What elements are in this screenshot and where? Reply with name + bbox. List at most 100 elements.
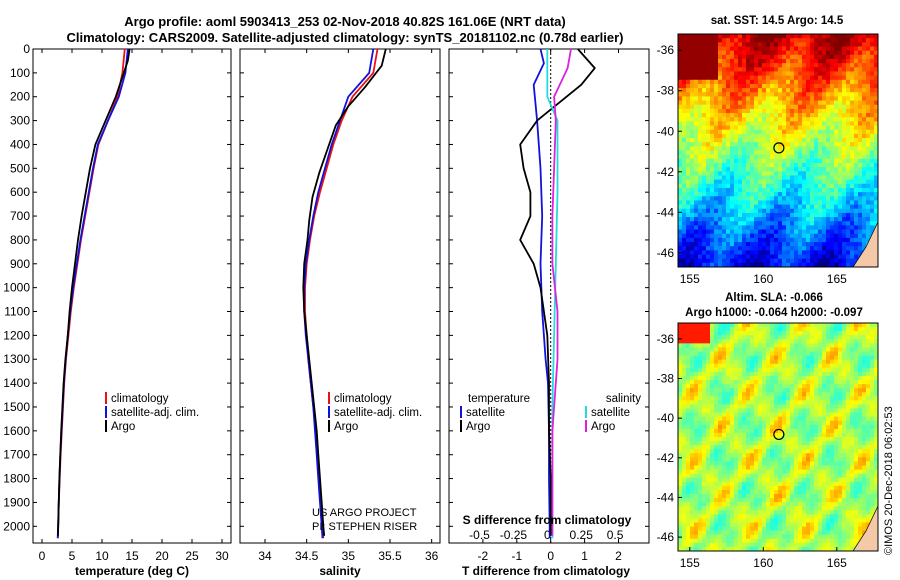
map-cell bbox=[774, 339, 779, 344]
map-cell bbox=[834, 138, 839, 143]
map-cell bbox=[762, 217, 767, 222]
map-cell bbox=[742, 100, 747, 106]
map-cell bbox=[862, 88, 867, 93]
map-cell bbox=[726, 473, 731, 479]
map-cell bbox=[734, 183, 739, 189]
map-cell bbox=[838, 79, 843, 85]
map-cell bbox=[730, 200, 735, 205]
map-cell bbox=[754, 384, 759, 389]
map-cell bbox=[758, 250, 763, 255]
map-cell bbox=[686, 229, 691, 235]
map-cell bbox=[726, 38, 731, 43]
map-cell bbox=[758, 154, 763, 160]
map-cell bbox=[758, 254, 763, 260]
map-cell bbox=[770, 445, 775, 450]
map-cell bbox=[798, 465, 803, 470]
x-tick-label: -2 bbox=[478, 549, 489, 563]
map-cell bbox=[690, 158, 695, 164]
map-cell bbox=[738, 34, 743, 39]
map-cell bbox=[774, 445, 779, 450]
map-cell bbox=[746, 208, 751, 214]
map-cell bbox=[834, 46, 839, 52]
map-cell bbox=[706, 254, 711, 260]
map-cell bbox=[858, 469, 863, 475]
map-cell bbox=[790, 125, 795, 131]
map-cell bbox=[698, 96, 703, 101]
map-cell bbox=[682, 54, 687, 60]
map-cell bbox=[762, 58, 767, 64]
map-cell bbox=[678, 83, 683, 89]
map-cell bbox=[710, 92, 715, 97]
map-cell bbox=[742, 258, 747, 264]
map-cell bbox=[846, 129, 851, 135]
map-cell bbox=[734, 67, 739, 72]
map-cell bbox=[774, 473, 779, 479]
map-cell bbox=[858, 42, 863, 47]
map-cell bbox=[838, 217, 843, 222]
map-cell bbox=[794, 363, 799, 369]
map-cell bbox=[826, 129, 831, 135]
map-cell bbox=[722, 416, 727, 422]
map-cell bbox=[846, 88, 851, 93]
map-cell bbox=[738, 323, 743, 328]
map-cell bbox=[678, 262, 683, 268]
map-cell bbox=[810, 392, 815, 397]
map-cell bbox=[802, 375, 807, 381]
map-cell bbox=[818, 158, 823, 164]
map-cell bbox=[722, 465, 727, 470]
map-cell bbox=[778, 171, 783, 176]
map-cell bbox=[714, 187, 719, 193]
map-cell bbox=[694, 46, 699, 52]
map-cell bbox=[766, 225, 771, 230]
map-cell bbox=[730, 229, 735, 235]
map-cell bbox=[682, 371, 687, 377]
map-cell bbox=[834, 108, 839, 114]
map-cell bbox=[870, 347, 875, 352]
map-cell bbox=[762, 367, 767, 373]
map-cell bbox=[698, 121, 703, 126]
map-cell bbox=[750, 46, 755, 52]
map-cell bbox=[698, 461, 703, 466]
map-cell bbox=[678, 254, 683, 260]
map-cell bbox=[830, 367, 835, 373]
map-cell bbox=[746, 150, 751, 156]
map-cell bbox=[770, 461, 775, 466]
map-cell bbox=[858, 58, 863, 64]
map-cell bbox=[762, 327, 767, 332]
map-cell bbox=[854, 121, 859, 126]
map-cell bbox=[698, 104, 703, 110]
map-cell bbox=[726, 121, 731, 126]
map-cell bbox=[818, 441, 823, 446]
map-cell bbox=[678, 242, 683, 247]
map-cell bbox=[694, 146, 699, 151]
map-cell bbox=[750, 445, 755, 450]
map-cell bbox=[758, 262, 763, 268]
map-cell bbox=[750, 380, 755, 385]
map-cell bbox=[702, 212, 707, 218]
map-cell bbox=[726, 465, 731, 470]
map-cell bbox=[818, 473, 823, 479]
map-cell bbox=[714, 242, 719, 247]
map-cell bbox=[874, 79, 879, 85]
map-cell bbox=[782, 331, 787, 336]
map-cell bbox=[750, 138, 755, 143]
map-cell bbox=[730, 158, 735, 164]
map-cell bbox=[846, 221, 851, 226]
map-cell bbox=[766, 67, 771, 72]
map-cell bbox=[738, 375, 743, 381]
map-cell bbox=[850, 121, 855, 126]
map-cell bbox=[694, 375, 699, 381]
map-cell bbox=[854, 400, 859, 405]
map-cell bbox=[754, 400, 759, 405]
map-cell bbox=[702, 449, 707, 454]
map-cell bbox=[698, 38, 703, 43]
map-cell bbox=[814, 246, 819, 251]
map-cell bbox=[802, 63, 807, 68]
map-cell bbox=[714, 71, 719, 77]
map-cell bbox=[854, 392, 859, 397]
map-cell bbox=[766, 335, 771, 340]
map-cell bbox=[834, 355, 839, 361]
map-cell bbox=[790, 262, 795, 268]
map-cell bbox=[678, 428, 683, 434]
map-cell bbox=[750, 246, 755, 251]
